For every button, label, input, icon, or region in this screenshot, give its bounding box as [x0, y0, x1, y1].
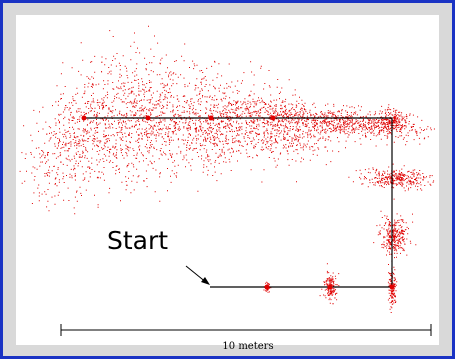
particle-samples	[19, 25, 435, 313]
pose-marker	[208, 115, 214, 121]
pose-marker	[270, 115, 276, 121]
scale-label: 10 meters	[222, 341, 274, 352]
plot-area	[16, 15, 439, 345]
pose-marker	[145, 115, 151, 121]
particle-clouds	[19, 25, 435, 313]
scale-bar	[60, 324, 432, 336]
pose-marker	[264, 284, 270, 290]
start-arrow-head	[201, 277, 210, 285]
start-label: Start	[107, 226, 169, 255]
pose-marker	[389, 284, 395, 290]
pose-markers	[81, 115, 395, 290]
pose-marker	[81, 115, 87, 121]
pose-marker	[327, 284, 333, 290]
robot-path	[84, 117, 393, 288]
